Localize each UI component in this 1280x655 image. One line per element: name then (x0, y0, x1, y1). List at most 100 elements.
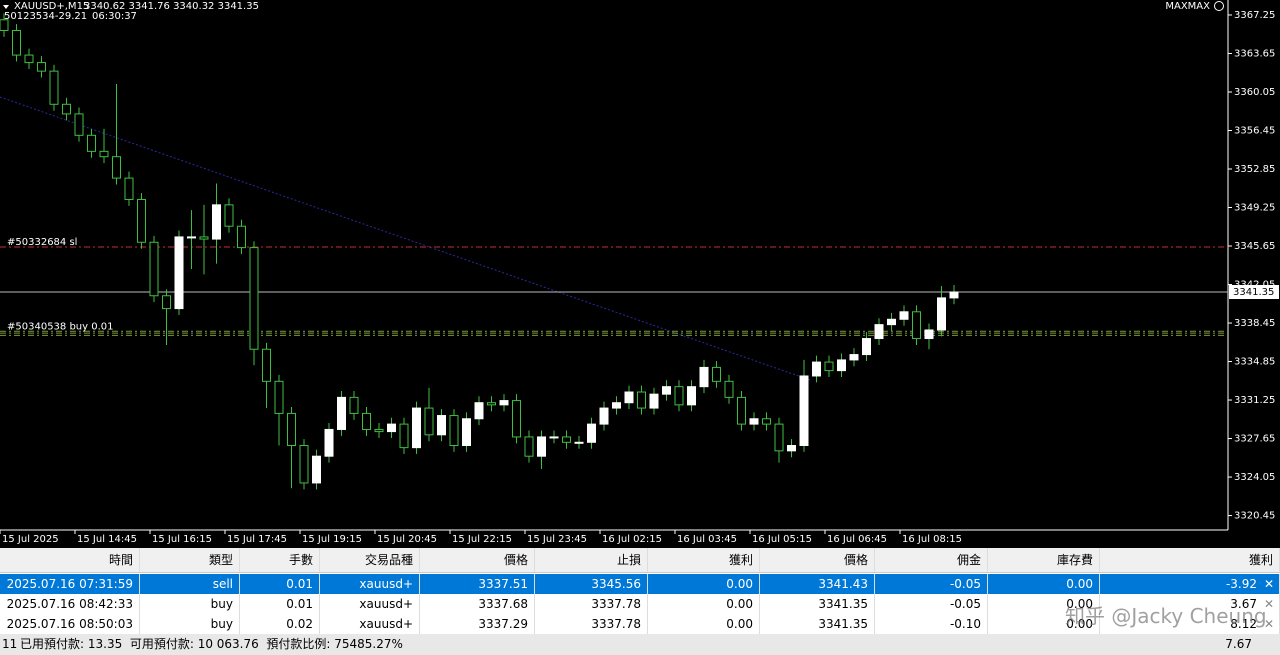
header-cell: 類型 (140, 548, 240, 572)
candle-body (724, 380, 734, 398)
close-button[interactable]: ✕ (1263, 597, 1274, 611)
table-cell: sell (140, 574, 240, 594)
account: 50123534-29.21 (4, 11, 87, 22)
table-cell: -3.92 (1100, 574, 1280, 594)
footer-text: 已用預付款: 13.35 可用預付款: 10 063.76 預付款比例: 754… (20, 637, 403, 651)
table-cell: 0.00 (648, 594, 760, 614)
symbol: XAUUSD+,M15 (14, 1, 89, 12)
header-cell: 佣金 (875, 548, 988, 572)
candle-body (387, 423, 396, 433)
x-tick-label: 15 Jul 14:45 (77, 534, 137, 545)
candle-body (374, 428, 384, 433)
table-header: 時間 類型 手數 交易品種 價格 止損 獲利 價格 佣金 庫存費 獲利 (0, 548, 1280, 573)
table-cell: 3345.56 (535, 574, 648, 594)
candle-body (537, 436, 546, 457)
y-tick-label: 3345.65 (1234, 241, 1275, 252)
header-cell: 獲利 (1100, 548, 1280, 572)
table-footer: 11 已用預付款: 13.35 可用預付款: 10 063.76 預付款比例: 7… (0, 634, 1280, 655)
table-cell: 2025.07.16 08:42:33 (0, 594, 140, 614)
table-cell: xauusd+ (320, 614, 420, 634)
candle-body (562, 436, 571, 443)
candle-body (162, 295, 171, 310)
table-cell: buy (140, 594, 240, 614)
header-cell: 時間 (0, 548, 140, 572)
candle-body (887, 318, 896, 326)
candle-body (837, 359, 846, 372)
candle-body (424, 407, 434, 436)
trend-line (0, 96, 811, 381)
table-cell: 3337.78 (535, 594, 648, 614)
y-tick-label: 3327.65 (1234, 434, 1275, 445)
candle-body (674, 386, 684, 406)
menu-arrow[interactable] (3, 5, 9, 9)
candle-body (274, 380, 284, 414)
candle-body (49, 70, 59, 105)
y-tick-label: 3367.25 (1234, 10, 1275, 21)
candle-body (512, 400, 521, 438)
x-tick-label: 16 Jul 08:15 (902, 534, 962, 545)
candle-body (237, 225, 246, 249)
table-cell: 0.00 (648, 574, 760, 594)
chart: XAUUSD+,M15 3340.62 3341.76 3340.32 3341… (0, 0, 1279, 545)
candle-body (474, 402, 484, 420)
x-tick-label: 15 Jul 22:15 (452, 534, 512, 545)
candle-body (124, 177, 134, 200)
table-cell: 2025.07.16 08:50:03 (0, 614, 140, 634)
x-tick-label: 15 Jul 23:45 (527, 534, 587, 545)
candle-body (0, 19, 9, 31)
candle-body (362, 412, 371, 430)
candle-body (662, 386, 671, 395)
candle-body (549, 436, 559, 439)
y-tick-label: 3356.45 (1234, 125, 1275, 136)
trade-table: 時間 類型 手數 交易品種 價格 止損 獲利 價格 佣金 庫存費 獲利 2025.07.16 07:3… (0, 548, 1280, 655)
candle-body (224, 204, 234, 227)
table-cell: 2025.07.16 07:31:59 (0, 574, 140, 594)
candle-body (874, 324, 884, 340)
candle-body (199, 236, 209, 240)
candle-body (699, 366, 709, 388)
close-button[interactable]: ✕ (1263, 577, 1274, 591)
candle-body (149, 241, 159, 297)
close-button[interactable]: ✕ (1263, 617, 1274, 631)
table-cell: 3337.78 (535, 614, 648, 634)
candle-body (24, 54, 34, 64)
x-tick-label: 15 Jul 19:15 (302, 534, 362, 545)
candle-body (812, 361, 821, 377)
candle-body (624, 391, 634, 404)
candle-body (174, 236, 184, 310)
y-tick-label: 3334.85 (1234, 357, 1275, 368)
last-price-label: 3341.35 (1233, 287, 1274, 298)
table-cell: 3337.51 (420, 574, 535, 594)
candle-body (87, 134, 96, 152)
x-tick-label: 16 Jul 03:45 (677, 534, 737, 545)
candle-body (524, 436, 534, 457)
candle-body (599, 407, 609, 425)
table-cell: 0.02 (240, 614, 320, 634)
candle-body (737, 396, 746, 425)
order-label: #50332684 sl (7, 237, 77, 248)
candle-body (499, 400, 509, 406)
candle-body (37, 62, 46, 72)
candle-body (487, 402, 496, 406)
candle-body (762, 418, 771, 425)
table-cell: 0.00 (648, 614, 760, 634)
indicator: MAXMAX (1165, 1, 1210, 12)
table-cell: 3337.68 (420, 594, 535, 614)
header-cell: 庫存費 (988, 548, 1100, 572)
table-row[interactable]: 2025.07.16 07:31:59 sell 0.01 xauusd+ 3337.5… (0, 574, 1280, 595)
footer-total: 7.67 (1225, 637, 1252, 651)
table-row[interactable]: 2025.07.16 08:50:03 buy 0.02 xauusd+ 3337.29… (0, 614, 1280, 635)
y-tick-label: 3320.45 (1234, 511, 1275, 522)
smiley (1214, 1, 1224, 11)
table-cell: -0.10 (875, 614, 988, 634)
table-cell: 0.00 (988, 594, 1100, 614)
candle-body (399, 423, 409, 449)
table-cell: 3337.29 (420, 614, 535, 634)
header-cell: 獲利 (648, 548, 760, 572)
candle-body (187, 236, 196, 239)
header-cell: 手數 (240, 548, 320, 572)
candle-body (949, 291, 959, 299)
table-cell: 0.01 (240, 594, 320, 614)
header-cell: 交易品種 (320, 548, 420, 572)
